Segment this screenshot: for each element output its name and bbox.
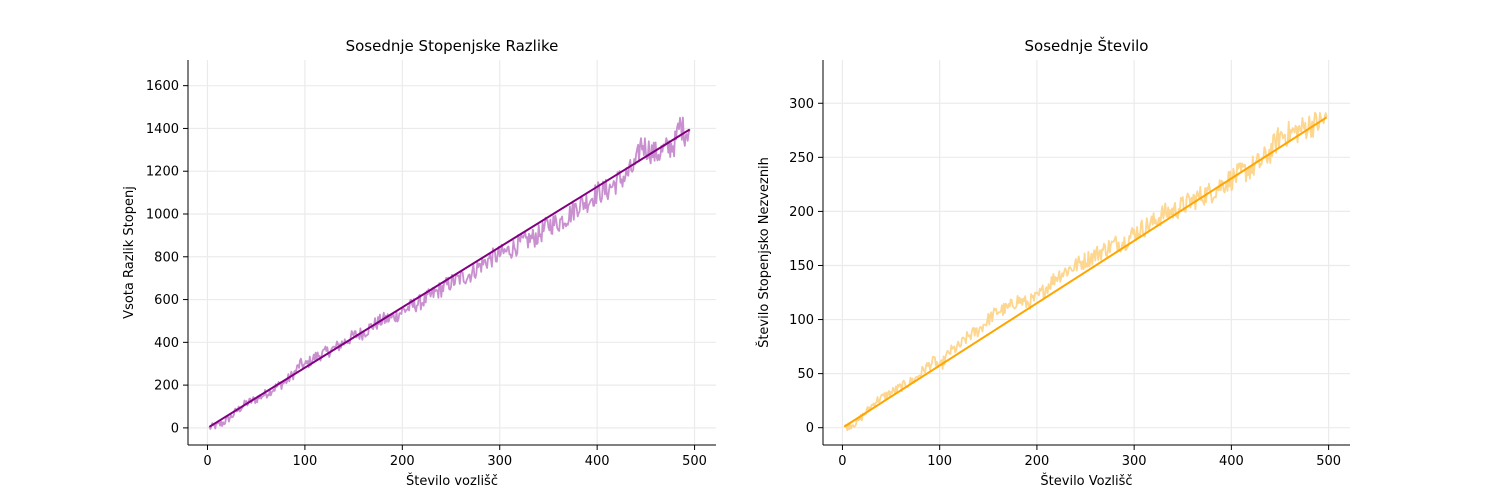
- y-tick-label: 1600: [146, 79, 179, 94]
- x-tick-label: 100: [927, 454, 952, 469]
- x-tick-label: 500: [682, 454, 707, 469]
- y-tick-label: 1200: [146, 165, 179, 180]
- y-tick-label: 400: [154, 336, 179, 351]
- y-tick-label: 1400: [146, 122, 179, 137]
- y-tick-label: 300: [789, 97, 814, 112]
- x-tick-label: 200: [390, 454, 415, 469]
- y-tick-label: 50: [797, 367, 814, 382]
- x-tick-label: 0: [203, 454, 211, 469]
- y-tick-label: 150: [789, 259, 814, 274]
- x-tick-label: 300: [487, 454, 512, 469]
- x-tick-label: 300: [1122, 454, 1147, 469]
- x-tick-label: 0: [838, 454, 846, 469]
- y-tick-label: 0: [171, 421, 179, 436]
- y-tick-label: 1000: [146, 208, 179, 223]
- y-tick-label: 800: [154, 250, 179, 265]
- y-tick-label: 600: [154, 293, 179, 308]
- trend-line: [208, 128, 691, 428]
- y-tick-label: 200: [154, 379, 179, 394]
- x-tick-label: 500: [1316, 454, 1341, 469]
- data-line: [208, 116, 691, 430]
- x-tick-label: 100: [292, 454, 317, 469]
- x-tick-label: 400: [1219, 454, 1244, 469]
- y-axis-label: Vsota Razlik Stopenj: [122, 186, 137, 319]
- chart-title: Sosednje Stopenjske Razlike: [346, 37, 559, 55]
- y-tick-label: 250: [789, 151, 814, 166]
- x-axis-label: Število vozlišč: [406, 473, 498, 489]
- data-line: [843, 111, 1328, 432]
- chart-title: Sosednje Število: [1025, 36, 1149, 55]
- x-tick-label: 200: [1024, 454, 1049, 469]
- y-tick-label: 100: [789, 313, 814, 328]
- chart-panel-right: 0 100 200 300 400 500 0 50 100 150 200 250 300 Sosedn…: [756, 36, 1350, 489]
- x-tick-label: 400: [585, 454, 610, 469]
- chart-panel-left: 0 100 200 300 400 500 0 200 400 600 800 1000 1200 140…: [122, 37, 716, 489]
- y-axis-label: Število Stopenjsko Nezveznih: [756, 157, 772, 348]
- trend-line: [843, 116, 1328, 428]
- x-axis-label: Število Vozlišč: [1040, 473, 1132, 489]
- y-tick-label: 200: [789, 205, 814, 220]
- y-tick-label: 0: [806, 421, 814, 436]
